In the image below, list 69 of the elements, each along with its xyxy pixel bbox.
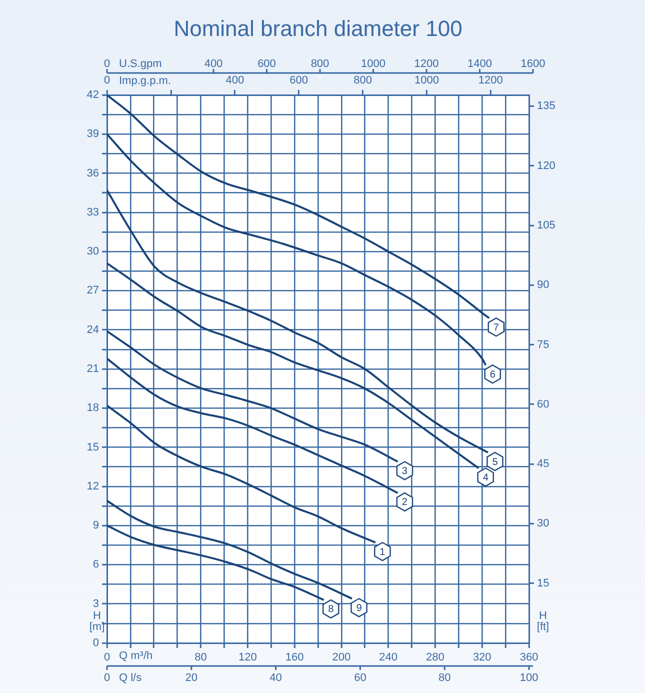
series-label: 5: [492, 456, 498, 468]
x2-axis-title: Imp.g.p.m.: [119, 75, 171, 88]
text: 800: [310, 58, 330, 70]
x-tick-label: 200: [332, 652, 351, 664]
text: 20: [185, 672, 198, 684]
y2-tick-label: 75: [537, 338, 550, 351]
x-tick-label: 320: [472, 652, 492, 664]
text: 1200: [414, 58, 439, 70]
x2-tick-label: 1200: [478, 74, 503, 86]
chart-title: Nominal branch diameter 100: [174, 16, 462, 42]
x-tick-label: 80: [194, 652, 207, 664]
y-tick-label: 0: [92, 637, 99, 650]
y-tick-label: 42: [86, 89, 99, 102]
x-tick-label: 240: [379, 652, 398, 664]
x2-tick-label: 600: [290, 74, 308, 86]
text: 80: [438, 672, 451, 684]
y-tick-label: 3: [92, 598, 99, 610]
series-label: 3: [402, 466, 408, 477]
y-tick-label: 30: [86, 246, 99, 258]
text: 0: [104, 672, 110, 684]
y-tick-label: 27: [86, 284, 99, 297]
y-tick-label: 12: [86, 480, 99, 492]
text: 40: [270, 672, 282, 684]
series-label: 1: [380, 546, 386, 558]
x-tick-label: 0: [104, 652, 110, 664]
x2-tick-label: 800: [354, 74, 372, 86]
y-tick-label: 33: [86, 206, 99, 218]
text: 1400: [467, 58, 492, 70]
y2-tick-label: 105: [537, 219, 556, 232]
y2-axis-title: H [ft]: [536, 610, 550, 634]
y2-tick-label: 90: [537, 279, 550, 292]
text: 1600: [520, 58, 546, 70]
x2-tick-label: 0: [104, 74, 110, 86]
text: 1000: [360, 58, 386, 70]
y2-tick-label: 135: [537, 100, 556, 112]
y2-tick-label: 15: [537, 577, 550, 590]
y-tick-label: 15: [86, 441, 99, 454]
x2-tick-label: 400: [226, 74, 244, 86]
x-axis-title: Q m³/h: [119, 650, 153, 662]
text: Q l/s: [119, 672, 142, 684]
text: 600: [258, 58, 276, 70]
legend-label: 9: [356, 602, 362, 614]
text: 400: [204, 58, 223, 70]
series-label: 8: [328, 604, 334, 616]
text: 60: [354, 672, 366, 684]
y2-tick-label: 120: [537, 160, 556, 172]
series-label: 6: [490, 369, 496, 380]
x-tick-label: 280: [426, 652, 444, 664]
y-tick-label: 6: [92, 558, 99, 571]
y-tick-label: 21: [86, 363, 99, 376]
y-tick-label: 9: [92, 520, 99, 532]
y2-tick-label: 45: [537, 458, 550, 470]
y-tick-label: 18: [86, 402, 99, 414]
text: U.S.gpm: [119, 58, 162, 70]
x-tick-label: 360: [520, 652, 538, 664]
y-axis-title: H [m]: [89, 610, 105, 634]
y2-tick-label: 60: [537, 398, 550, 410]
y2-tick-label: 30: [537, 518, 550, 530]
y-tick-label: 39: [86, 128, 99, 140]
y-tick-label: 36: [86, 167, 99, 180]
text: 0: [104, 58, 110, 70]
series-label: 7: [493, 322, 500, 334]
x-tick-label: 160: [285, 652, 304, 664]
x2-tick-label: 1000: [414, 74, 439, 86]
y-tick-label: 24: [86, 324, 99, 336]
text: 100: [520, 672, 538, 684]
series-label: 4: [482, 472, 489, 484]
x-tick-label: 120: [238, 652, 257, 664]
series-label: 2: [402, 497, 408, 508]
